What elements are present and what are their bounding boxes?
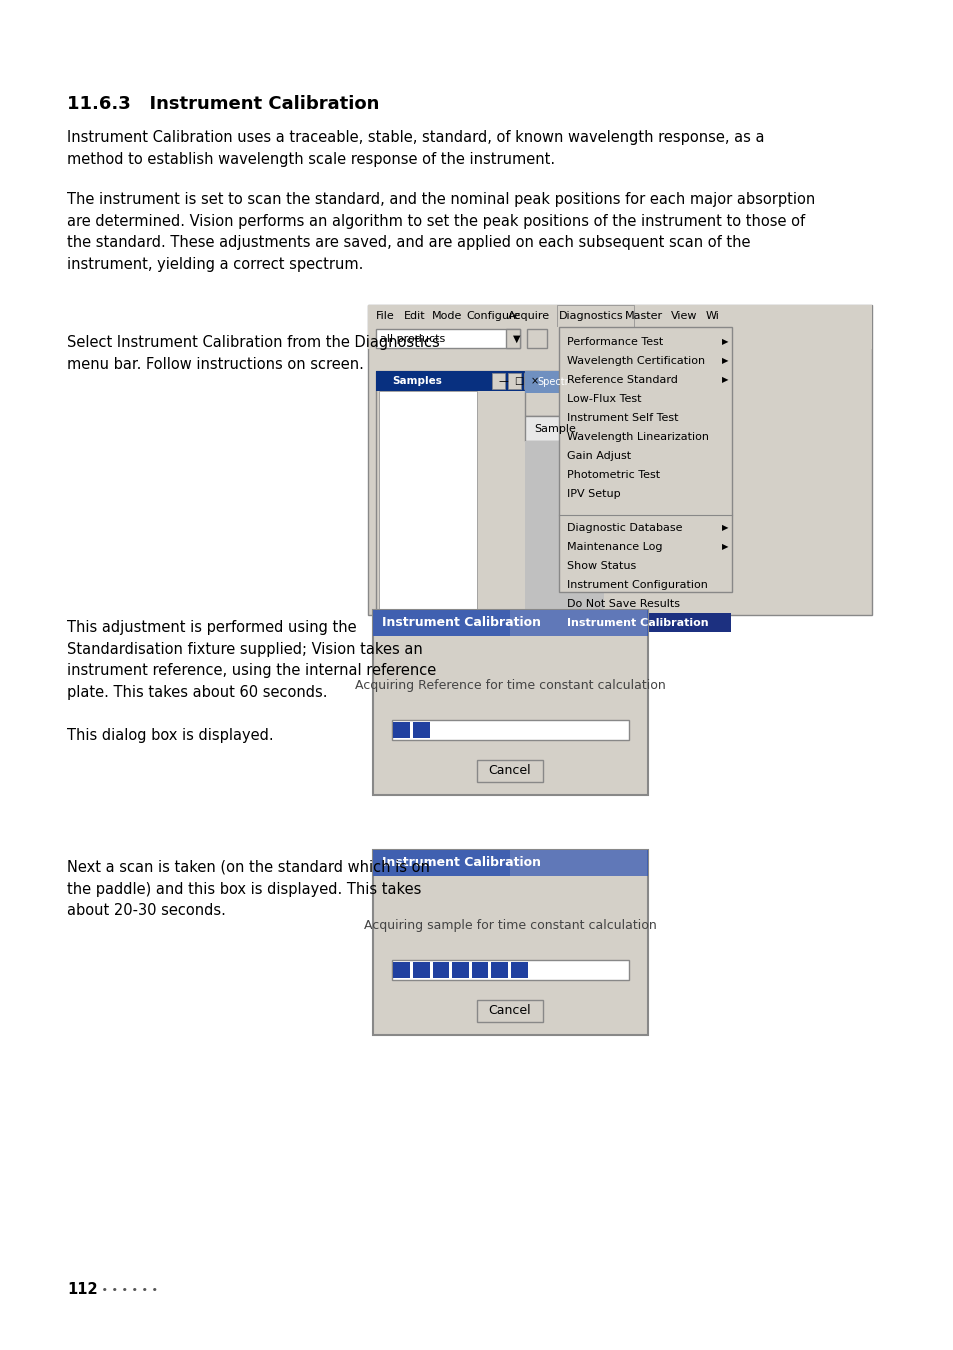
FancyBboxPatch shape: [373, 850, 647, 1035]
Text: Instrument Calibration: Instrument Calibration: [382, 856, 540, 869]
Text: □: □: [514, 377, 523, 386]
Text: —: —: [498, 377, 508, 386]
Text: Master: Master: [624, 310, 662, 321]
Text: Wavelength Certification: Wavelength Certification: [566, 356, 704, 366]
Bar: [413, 963, 429, 977]
FancyBboxPatch shape: [506, 329, 519, 348]
Bar: [373, 610, 647, 636]
Text: 112: 112: [67, 1282, 97, 1297]
Text: View: View: [671, 310, 697, 321]
Text: ▶: ▶: [721, 543, 728, 552]
Text: ▶: ▶: [721, 338, 728, 347]
FancyBboxPatch shape: [526, 329, 547, 348]
Bar: [556, 305, 633, 327]
Text: Do Not Save Results: Do Not Save Results: [566, 599, 679, 609]
Bar: [509, 850, 646, 876]
Bar: [452, 963, 468, 977]
Text: Edit: Edit: [403, 310, 425, 321]
Text: ▶: ▶: [721, 356, 728, 366]
Bar: [559, 613, 730, 632]
FancyBboxPatch shape: [558, 327, 731, 593]
Text: Reference Standard: Reference Standard: [566, 375, 677, 385]
Text: ▶: ▶: [721, 375, 728, 385]
FancyBboxPatch shape: [524, 371, 603, 416]
Bar: [368, 327, 871, 350]
Text: Samples: Samples: [392, 377, 442, 386]
FancyBboxPatch shape: [391, 720, 629, 740]
Bar: [492, 373, 505, 389]
Text: Diagnostic Database: Diagnostic Database: [566, 522, 681, 533]
Text: Instrument Calibration: Instrument Calibration: [566, 618, 708, 628]
FancyBboxPatch shape: [476, 1000, 542, 1022]
Text: Wi: Wi: [705, 310, 719, 321]
FancyBboxPatch shape: [375, 329, 519, 348]
Bar: [471, 963, 488, 977]
FancyBboxPatch shape: [391, 960, 629, 980]
Text: Acquire: Acquire: [508, 310, 550, 321]
Bar: [375, 371, 538, 392]
Bar: [523, 373, 537, 389]
Text: Cancel: Cancel: [488, 1004, 531, 1018]
FancyBboxPatch shape: [476, 760, 542, 782]
Text: Low-Flux Test: Low-Flux Test: [566, 394, 640, 404]
Text: Select Instrument Calibration from the Diagnostics
menu bar. Follow instructions: Select Instrument Calibration from the D…: [67, 335, 439, 371]
Text: Acquiring sample for time constant calculation: Acquiring sample for time constant calcu…: [363, 918, 656, 932]
Text: Next a scan is taken (on the standard which is on
the paddle) and this box is di: Next a scan is taken (on the standard wh…: [67, 860, 430, 918]
Bar: [393, 963, 410, 977]
Text: Photometric Test: Photometric Test: [566, 470, 659, 481]
Text: Maintenance Log: Maintenance Log: [566, 541, 661, 552]
Text: Gain Adjust: Gain Adjust: [566, 451, 630, 460]
Text: Instrument Configuration: Instrument Configuration: [566, 580, 707, 590]
Text: Performance Test: Performance Test: [566, 338, 662, 347]
Bar: [413, 722, 429, 738]
Text: ▼: ▼: [512, 333, 519, 344]
Text: Sample: Sample: [534, 424, 576, 433]
Text: 11.6.3   Instrument Calibration: 11.6.3 Instrument Calibration: [67, 95, 379, 113]
Bar: [368, 305, 871, 327]
Text: Acquiring Reference for time constant calculation: Acquiring Reference for time constant ca…: [355, 679, 664, 691]
Bar: [524, 371, 603, 393]
Bar: [491, 963, 508, 977]
Text: File: File: [375, 310, 394, 321]
Text: Instrument Self Test: Instrument Self Test: [566, 413, 678, 423]
FancyBboxPatch shape: [373, 610, 647, 795]
FancyBboxPatch shape: [368, 305, 871, 616]
Text: Configure: Configure: [466, 310, 519, 321]
Text: Diagnostics: Diagnostics: [558, 310, 623, 321]
Text: This adjustment is performed using the
Standardisation fixture supplied; Vision : This adjustment is performed using the S…: [67, 620, 436, 742]
Text: Mode: Mode: [431, 310, 461, 321]
Bar: [510, 963, 527, 977]
Text: The instrument is set to scan the standard, and the nominal peak positions for e: The instrument is set to scan the standa…: [67, 192, 815, 271]
Text: Instrument Calibration uses a traceable, stable, standard, of known wavelength r: Instrument Calibration uses a traceable,…: [67, 130, 763, 166]
Text: Wavelength Linearization: Wavelength Linearization: [566, 432, 708, 441]
FancyBboxPatch shape: [524, 416, 603, 441]
Text: IPV Setup: IPV Setup: [566, 489, 619, 500]
Text: all products: all products: [380, 333, 445, 344]
Text: ×: ×: [530, 377, 538, 386]
Bar: [508, 373, 520, 389]
Text: Cancel: Cancel: [488, 764, 531, 778]
Bar: [379, 392, 476, 612]
Bar: [432, 963, 449, 977]
Bar: [373, 850, 647, 876]
Bar: [524, 441, 603, 616]
FancyBboxPatch shape: [375, 371, 538, 616]
Text: Instrument Calibration: Instrument Calibration: [382, 617, 540, 629]
Text: • • • • • •: • • • • • •: [98, 1285, 157, 1295]
Bar: [393, 722, 410, 738]
Text: Spectr: Spectr: [537, 377, 569, 387]
Text: Show Status: Show Status: [566, 562, 636, 571]
Bar: [509, 610, 646, 636]
Text: ▶: ▶: [721, 524, 728, 532]
